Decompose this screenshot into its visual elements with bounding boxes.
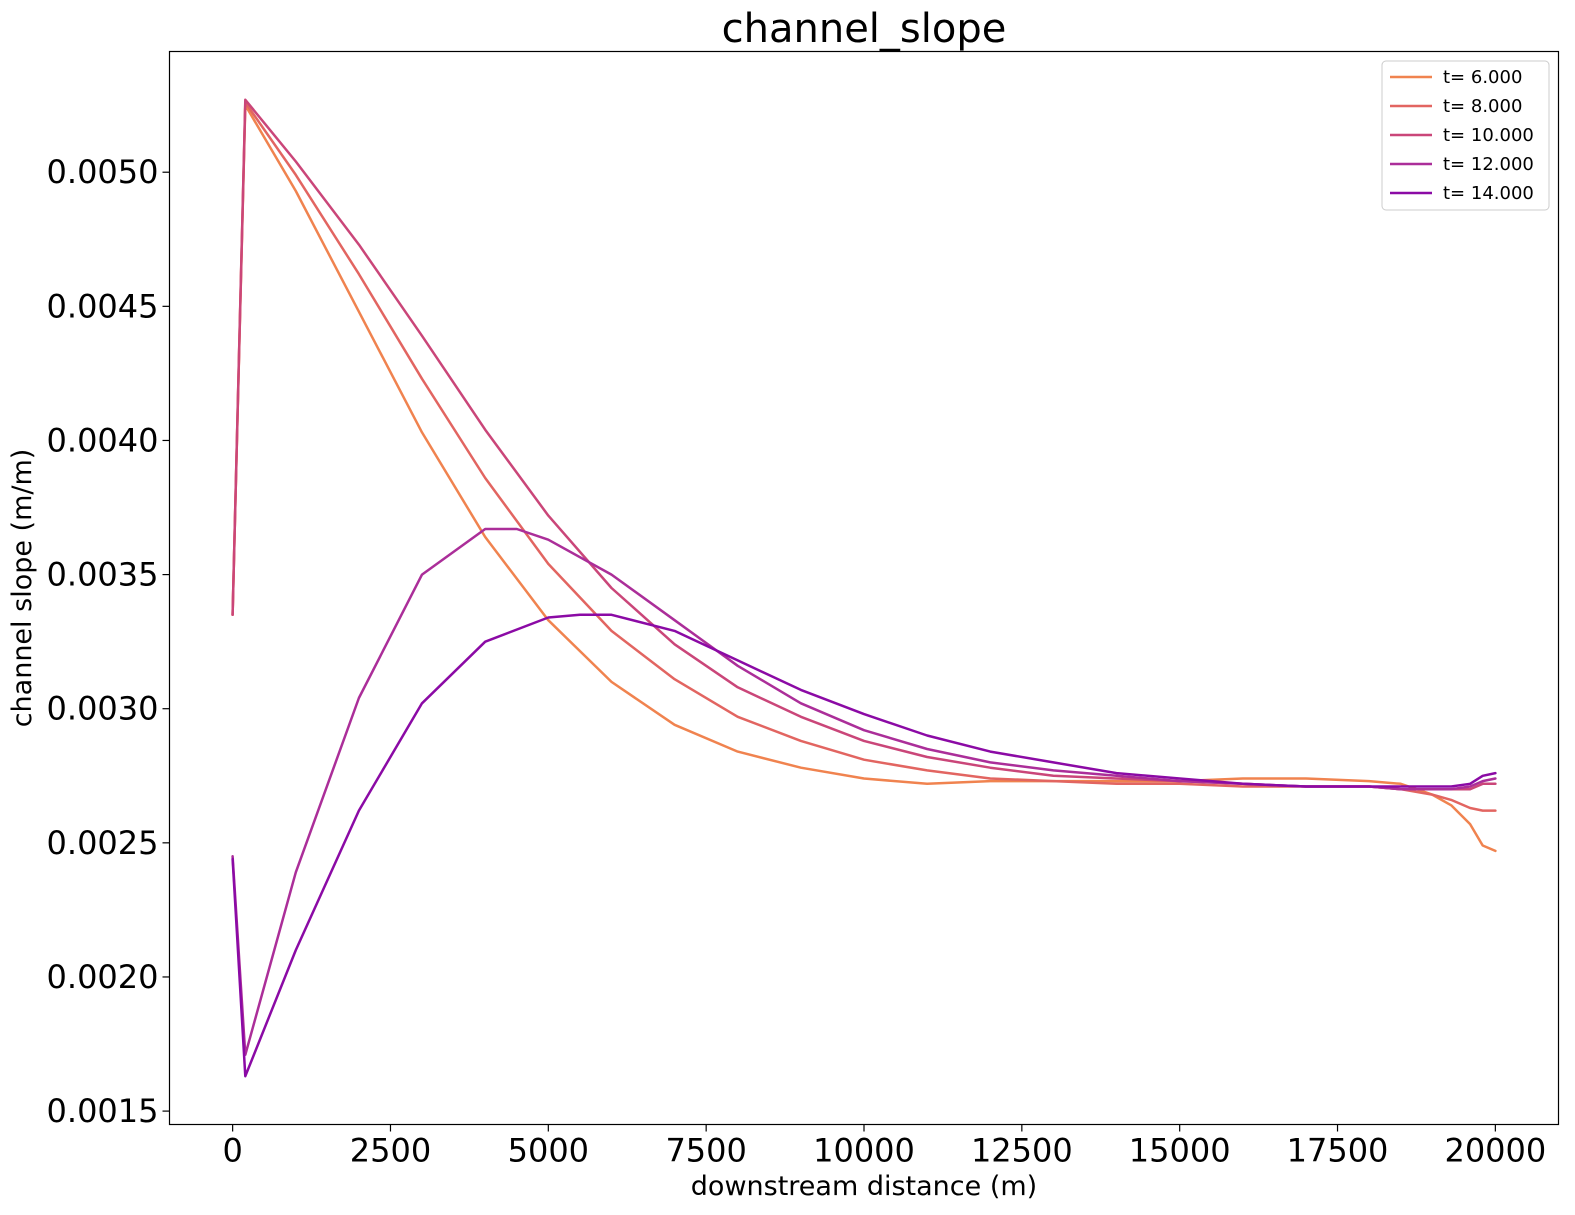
y-axis-label: channel slope (m/m) bbox=[7, 449, 38, 728]
x-tick-label: 2500 bbox=[350, 1132, 431, 1170]
legend-label-1: t= 6.000 bbox=[1443, 67, 1522, 88]
series-line-4 bbox=[231, 527, 1497, 1057]
series-line-3 bbox=[231, 98, 1497, 791]
y-tick-label: 0.0015 bbox=[47, 1092, 159, 1130]
x-tick-label: 10000 bbox=[813, 1132, 915, 1170]
y-tick-label: 0.0040 bbox=[47, 421, 159, 459]
x-tick-label: 7500 bbox=[665, 1132, 746, 1170]
plot-frame bbox=[168, 50, 1560, 1126]
x-axis: 0 2500 5000 7500 10000 12500 15000 17500 20000 bbox=[222, 1124, 1546, 1170]
legend-label-2: t= 8.000 bbox=[1443, 96, 1522, 117]
series-line-1 bbox=[231, 103, 1497, 853]
x-axis-label: downstream distance (m) bbox=[691, 1171, 1037, 1202]
y-axis: 0.0015 0.0020 0.0025 0.0030 0.0035 0.0040 0.00… bbox=[47, 153, 170, 1130]
y-tick-label: 0.0030 bbox=[47, 690, 159, 728]
legend-box bbox=[1381, 60, 1550, 211]
legend-label-5: t= 14.000 bbox=[1443, 183, 1534, 204]
y-tick-label: 0.0025 bbox=[47, 824, 159, 862]
legend-label-3: t= 10.000 bbox=[1443, 125, 1534, 146]
y-tick-label: 0.0035 bbox=[47, 556, 159, 594]
legend-label-4: t= 12.000 bbox=[1443, 154, 1534, 175]
x-tick-label: 15000 bbox=[1129, 1132, 1231, 1170]
x-tick-label: 20000 bbox=[1444, 1132, 1546, 1170]
chart-title: channel_slope bbox=[722, 6, 1007, 52]
y-tick-label: 0.0050 bbox=[47, 153, 159, 191]
x-tick-label: 0 bbox=[222, 1132, 242, 1170]
y-tick-label: 0.0045 bbox=[47, 287, 159, 325]
x-tick-label: 5000 bbox=[508, 1132, 589, 1170]
series-line-2 bbox=[231, 101, 1497, 812]
series-layer bbox=[231, 98, 1497, 1078]
x-tick-label: 12500 bbox=[971, 1132, 1073, 1170]
series-line-5 bbox=[231, 613, 1497, 1078]
x-tick-label: 17500 bbox=[1287, 1132, 1389, 1170]
legend: t= 6.000 t= 8.000 t= 10.000 t= 12.000 t= 14.… bbox=[1381, 60, 1550, 211]
y-tick-label: 0.0020 bbox=[47, 958, 159, 996]
